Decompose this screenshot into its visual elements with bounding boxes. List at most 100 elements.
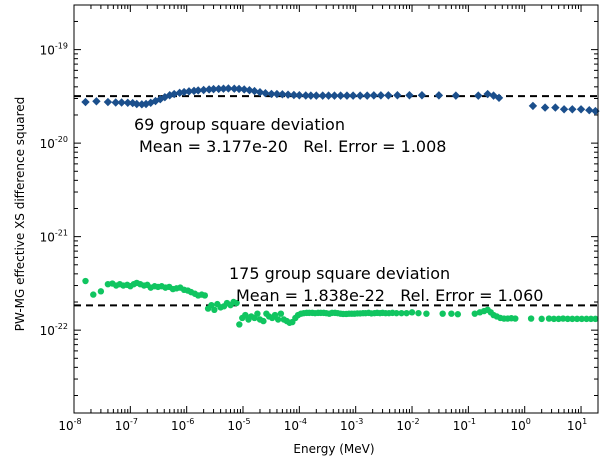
diamond-point bbox=[417, 91, 427, 100]
diamond-point bbox=[199, 85, 208, 95]
y-tick-exponent: -21 bbox=[55, 229, 68, 238]
y-tick-label: 10-22 bbox=[40, 322, 68, 338]
x-tick-base: 10 bbox=[340, 419, 355, 433]
circle-point bbox=[211, 306, 218, 314]
x-tick-label: 10-3 bbox=[340, 417, 363, 433]
x-axis-label: Energy (MeV) bbox=[293, 442, 374, 456]
diamond-point bbox=[451, 91, 461, 100]
x-tick-label: 10-6 bbox=[171, 417, 194, 433]
circle-point bbox=[454, 311, 462, 318]
x-tick-label: 10-2 bbox=[396, 417, 419, 433]
circle-point bbox=[559, 315, 567, 322]
y-tick-label: 10-20 bbox=[40, 135, 68, 151]
diamond-point bbox=[255, 88, 265, 97]
x-tick-exponent: -3 bbox=[355, 417, 363, 426]
circle-point bbox=[423, 310, 430, 317]
diamond-point bbox=[219, 84, 228, 93]
data-points bbox=[81, 84, 600, 328]
diamond-point bbox=[318, 91, 327, 100]
circle-point bbox=[97, 288, 105, 295]
circle-point bbox=[82, 277, 89, 285]
diamond-point bbox=[393, 91, 402, 100]
x-tick-base: 10 bbox=[396, 419, 411, 433]
diamond-point bbox=[434, 91, 444, 100]
circle-point bbox=[90, 291, 97, 298]
diamond-point bbox=[224, 84, 233, 93]
diamond-point bbox=[250, 86, 259, 96]
circle-point bbox=[569, 315, 576, 323]
diamond-point bbox=[342, 91, 352, 100]
x-tick-exponent: -6 bbox=[186, 417, 194, 426]
diamond-point bbox=[568, 105, 577, 114]
x-tick-base: 10 bbox=[115, 419, 130, 433]
x-tick-exponent: 1 bbox=[582, 417, 587, 426]
axis-ticks: 10-8 10-7 10-6 10-5 10-4 10-3 10-2 10-1 100 10110… bbox=[40, 4, 599, 433]
diamond-point bbox=[376, 91, 386, 100]
x-tick-exponent: 0 bbox=[526, 417, 531, 426]
x-tick-base: 10 bbox=[284, 419, 299, 433]
plot-frame bbox=[73, 4, 599, 414]
circle-point bbox=[271, 311, 279, 319]
y-tick-exponent: -20 bbox=[55, 135, 68, 144]
series-1-annotation-line-2: Mean = 3.177e-20 Rel. Error = 1.008 bbox=[139, 137, 446, 156]
x-tick-exponent: -4 bbox=[299, 417, 307, 426]
diamond-point bbox=[214, 84, 223, 94]
diamond-point bbox=[289, 90, 299, 100]
diamond-point bbox=[103, 97, 113, 107]
circle-point bbox=[415, 309, 422, 317]
circle-point bbox=[448, 310, 455, 317]
y-tick-label: 10-19 bbox=[40, 42, 68, 58]
diamond-point bbox=[324, 91, 333, 100]
circle-point bbox=[527, 315, 535, 322]
x-tick-exponent: -8 bbox=[74, 417, 82, 426]
circle-point bbox=[260, 317, 267, 325]
diamond-point bbox=[209, 84, 218, 94]
diamond-point bbox=[184, 87, 194, 96]
x-tick-exponent: -7 bbox=[130, 417, 138, 426]
x-tick-base: 10 bbox=[453, 419, 468, 433]
x-tick-label: 101 bbox=[567, 417, 587, 433]
circle-point bbox=[545, 315, 553, 322]
diamond-point bbox=[551, 103, 560, 112]
diamond-point bbox=[295, 91, 304, 100]
x-tick-base: 10 bbox=[58, 419, 73, 433]
diamond-point bbox=[117, 98, 126, 107]
x-tick-base: 10 bbox=[171, 419, 186, 433]
diamond-point bbox=[540, 103, 550, 112]
circle-point bbox=[587, 315, 595, 323]
diamond-point bbox=[494, 93, 504, 103]
diamond-point bbox=[355, 91, 365, 100]
diamond-point bbox=[240, 85, 249, 94]
circle-point bbox=[550, 315, 558, 323]
diamond-point bbox=[384, 91, 393, 100]
circle-point bbox=[208, 301, 215, 309]
diamond-point bbox=[81, 97, 90, 107]
diamond-point bbox=[348, 91, 358, 100]
circle-point bbox=[573, 315, 581, 323]
diamond-point bbox=[245, 86, 254, 95]
series-2-annotation-line-1: 175 group square deviation bbox=[229, 264, 450, 283]
x-tick-exponent: -5 bbox=[243, 417, 251, 426]
circle-point bbox=[254, 310, 261, 317]
circle-point bbox=[242, 311, 249, 319]
diamond-point bbox=[193, 86, 203, 95]
diamond-point bbox=[272, 89, 282, 99]
y-tick-base: 10 bbox=[40, 324, 55, 338]
y-tick-label: 10-21 bbox=[40, 229, 68, 245]
y-tick-base: 10 bbox=[40, 231, 55, 245]
diamond-point bbox=[483, 89, 492, 99]
circle-point bbox=[439, 310, 446, 317]
series-2-annotation-line-2: Mean = 1.838e-22 Rel. Error = 1.060 bbox=[236, 286, 543, 305]
diamond-point bbox=[278, 90, 287, 99]
circle-point bbox=[236, 321, 243, 328]
x-tick-base: 10 bbox=[567, 419, 582, 433]
circle-point bbox=[277, 310, 285, 317]
diamond-point bbox=[128, 98, 137, 108]
diamond-point bbox=[92, 97, 101, 106]
diamond-point bbox=[306, 91, 316, 100]
plot-frame bbox=[73, 4, 599, 414]
x-tick-exponent: -2 bbox=[412, 417, 420, 426]
x-tick-label: 10-4 bbox=[284, 417, 307, 433]
diamond-point bbox=[474, 91, 483, 100]
